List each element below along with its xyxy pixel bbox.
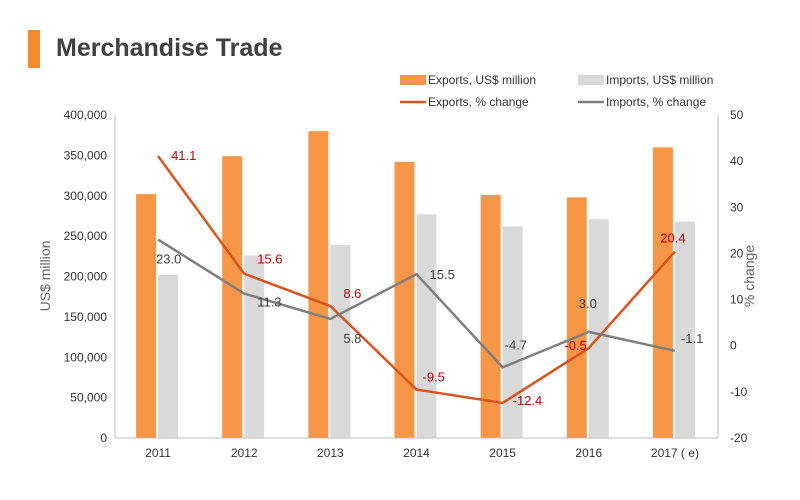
y-right-tick-label: 50 [730,108,744,122]
imports-change-label: -1.1 [681,331,703,346]
imports-bar [588,219,609,438]
bars-group [136,131,695,439]
legend-swatch [578,75,604,85]
legend-label: Exports, % change [428,95,529,109]
x-axis: 2011 2012 2013 2014 2015 2016 2017 ( e) [115,437,718,460]
y-right-tick-label: 30 [730,200,744,214]
x-tick-label: 2013 [317,446,344,460]
exports-bar [566,197,587,438]
exports-change-label: 41.1 [171,148,196,163]
page-title: Merchandise Trade [56,34,283,62]
y-left-tick-label: 400,000 [64,108,108,122]
legend-label: Imports, US$ million [606,73,713,87]
data-labels-group: 41.1 15.6 8.6 -9.5 -12.4 -0.5 20.4 23.0 11.3 5.8 1… [156,148,703,408]
exports-change-label: -0.5 [564,338,586,353]
imports-change-label: 23.0 [156,252,181,267]
y-left-tick-label: 150,000 [64,310,108,324]
exports-change-label: -12.4 [513,393,543,408]
imports-bar [158,274,179,438]
exports-bar [652,147,673,439]
imports-change-label: 5.8 [343,331,361,346]
x-tick-label: 2011 [145,446,171,460]
imports-change-line [157,238,676,369]
y-left-tick-label: 300,000 [64,189,108,203]
y-right-tick-label: -20 [730,431,748,445]
y-left-tick-label: 100,000 [64,350,108,364]
y-left-tick-label: 200,000 [64,270,108,284]
imports-bar [330,245,351,438]
imports-bar [416,214,437,438]
exports-change-line [157,155,676,405]
x-tick-label: 2014 [403,446,430,460]
exports-change-label: 8.6 [343,286,361,301]
imports-bar [674,221,695,438]
exports-change-label: 20.4 [660,231,685,246]
exports-bar [480,194,501,438]
imports-change-label: 3.0 [579,296,597,311]
y-left-tick-label: 350,000 [64,148,108,162]
lines-group [157,155,676,405]
right-axis: -20 -10 0 10 20 30 40 50 [717,108,748,445]
y-right-tick-label: 10 [730,293,744,307]
legend-swatch [400,75,426,85]
exports-bar [136,194,157,438]
legend-label: Imports, % change [606,95,706,109]
legend-label: Exports, US$ million [428,73,536,87]
imports-bar [244,255,265,438]
exports-bar [394,161,415,438]
imports-change-label: 15.5 [430,267,455,282]
exports-change-label: -9.5 [423,370,445,385]
y-left-tick-label: 50,000 [70,391,107,405]
y-right-tick-label: 20 [730,246,744,260]
exports-change-label: 15.6 [257,252,282,267]
y-left-tick-label: 250,000 [64,229,108,243]
imports-change-label: 11.3 [257,295,281,310]
x-tick-label: 2016 [575,446,602,460]
left-axis: 0 50,000 100,000 150,000 200,000 250,000 300,0… [64,108,116,445]
imports-change-label: -4.7 [505,337,527,352]
y-right-tick-label: -10 [730,385,748,399]
x-tick-label: 2017 ( e) [651,446,699,460]
x-tick-label: 2012 [231,446,258,460]
y-axis-right-title: % change [741,245,757,307]
y-left-tick-label: 0 [100,431,107,445]
y-right-tick-label: 0 [730,339,737,353]
title-accent-bar [28,30,40,68]
y-right-tick-label: 40 [730,154,744,168]
exports-bar [222,156,243,438]
legend: Exports, US$ million Imports, US$ million… [400,73,713,109]
imports-bar [502,226,523,438]
exports-bar [308,131,329,438]
y-axis-left-title: US$ million [37,241,53,312]
x-tick-label: 2015 [489,446,516,460]
